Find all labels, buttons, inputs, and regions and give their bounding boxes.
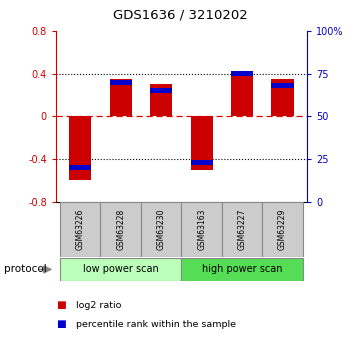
Bar (100, 202, 141, 257)
Bar (191, 160, 213, 165)
Bar (110, 79, 132, 117)
Text: percentile rank within the sample: percentile rank within the sample (76, 320, 236, 329)
Bar (231, 72, 253, 117)
Text: log2 ratio: log2 ratio (76, 301, 121, 310)
Text: GSM63230: GSM63230 (157, 209, 166, 250)
Bar (271, 83, 294, 88)
Text: GSM63163: GSM63163 (197, 209, 206, 250)
Bar (262, 202, 303, 257)
Bar (110, 80, 132, 85)
Text: GDS1636 / 3210202: GDS1636 / 3210202 (113, 9, 248, 22)
Text: GSM63227: GSM63227 (238, 209, 247, 250)
Bar (60, 202, 100, 257)
Bar (191, 117, 213, 170)
Bar (231, 71, 253, 76)
Text: low power scan: low power scan (83, 265, 158, 274)
Bar (222, 202, 262, 257)
Bar (182, 258, 303, 281)
Text: GSM63229: GSM63229 (278, 209, 287, 250)
Text: ■: ■ (56, 300, 66, 310)
Bar (182, 202, 222, 257)
Bar (69, 117, 91, 180)
Text: high power scan: high power scan (202, 265, 282, 274)
Text: GSM63226: GSM63226 (76, 209, 85, 250)
Bar (69, 165, 91, 170)
Bar (60, 258, 182, 281)
Bar (150, 88, 172, 93)
Text: protocol: protocol (4, 264, 46, 274)
Text: ■: ■ (56, 319, 66, 329)
Bar (141, 202, 182, 257)
Bar (150, 85, 172, 117)
Bar (271, 79, 294, 117)
Text: GSM63228: GSM63228 (116, 209, 125, 250)
